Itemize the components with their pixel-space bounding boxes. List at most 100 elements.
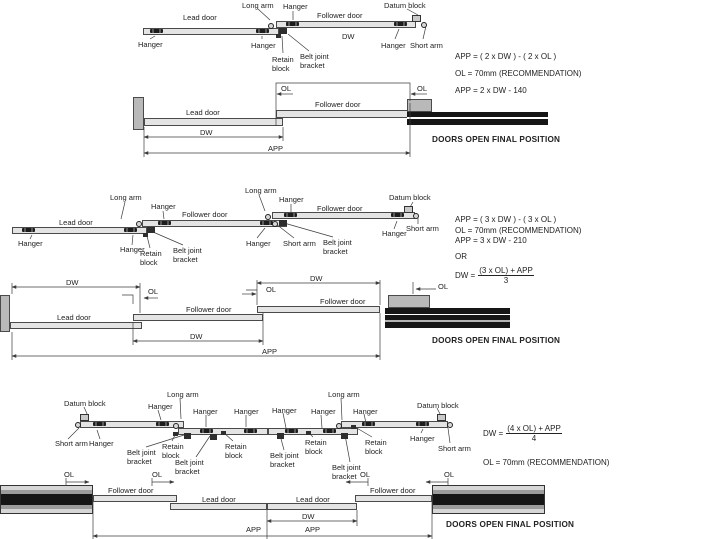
short-arm-symbol	[447, 422, 453, 428]
fraction-denominator: 3	[503, 276, 509, 285]
hanger-symbol	[284, 213, 297, 217]
formula-ol-3: OL = 70mm (RECOMMENDATION)	[483, 458, 610, 467]
label-dw: DW	[342, 32, 355, 41]
track	[0, 485, 93, 514]
hanger-symbol	[22, 228, 35, 232]
fraction-denominator: 4	[531, 434, 537, 443]
label-datum-block: Datum block	[417, 401, 459, 410]
follower-door-bar-open	[133, 314, 263, 321]
label-retain-block: Retain block	[365, 438, 387, 456]
hanger-symbol	[150, 29, 163, 33]
wall-block	[388, 295, 430, 308]
formula-ol-1: OL = 70mm (RECOMMENDATION)	[455, 69, 582, 78]
hanger-symbol	[394, 22, 407, 26]
label-hanger: Hanger	[148, 402, 173, 411]
label-short-arm: Short arm	[410, 41, 443, 50]
label-hanger: Hanger	[272, 406, 297, 415]
fraction-numerator: (3 x OL) + APP	[478, 266, 534, 276]
lead-door-bar-open	[267, 503, 357, 510]
label-ol: OL	[281, 84, 292, 93]
follower-door-bar	[341, 421, 448, 428]
hanger-symbol	[416, 422, 429, 426]
hanger-symbol	[244, 429, 257, 433]
label-belt-joint-bracket: Belt joint bracket	[332, 463, 361, 481]
belt-joint-bracket-symbol	[147, 227, 155, 233]
label-follower-door: Follower door	[317, 204, 363, 213]
label-lead-door: Lead door	[296, 495, 330, 504]
hanger-symbol	[93, 422, 106, 426]
retain-block-symbol	[276, 34, 281, 38]
label-short-arm: Short arm	[283, 239, 316, 248]
label-retain-block: Retain block	[272, 55, 294, 73]
long-arm-symbol	[336, 423, 342, 429]
doors-open-final-position-label: DOORS OPEN FINAL POSITION	[432, 135, 561, 144]
label-retain-block: Retain block	[225, 442, 247, 460]
formula-or: OR	[455, 252, 467, 261]
label-hanger: Hanger	[18, 239, 43, 248]
label-dw: DW	[302, 512, 315, 521]
label-belt-joint-bracket: Belt joint bracket	[173, 246, 202, 264]
wall-block	[133, 97, 144, 130]
label-datum-block: Datum block	[389, 193, 431, 202]
label-ol: OL	[148, 287, 159, 296]
label-hanger: Hanger	[89, 439, 114, 448]
label-hanger: Hanger	[246, 239, 271, 248]
label-dw: DW	[200, 128, 213, 137]
label-hanger: Hanger	[311, 407, 336, 416]
label-ol: OL	[152, 470, 163, 479]
belt-joint-bracket-symbol	[279, 220, 287, 226]
belt-joint-bracket-symbol	[277, 433, 284, 439]
label-hanger: Hanger	[138, 40, 163, 49]
label-follower-door: Follower door	[320, 297, 366, 306]
formula-dw-fraction: DW = (3 x OL) + APP 3	[455, 266, 534, 285]
label-retain-block: Retain block	[305, 438, 327, 456]
label-hanger: Hanger	[193, 407, 218, 416]
label-long-arm: Long arm	[328, 390, 360, 399]
follower-door-bar-open	[355, 495, 432, 502]
label-hanger: Hanger	[283, 2, 308, 11]
datum-block-symbol	[80, 414, 89, 421]
hanger-symbol	[362, 422, 375, 426]
label-hanger: Hanger	[382, 229, 407, 238]
formula-dw-fraction: DW = (4 x OL) + APP 4	[483, 424, 562, 443]
short-arm-symbol	[413, 213, 419, 219]
formula-ol-2: OL = 70mm (RECOMMENDATION)	[455, 226, 582, 235]
label-hanger: Hanger	[151, 202, 176, 211]
label-lead-door: Lead door	[57, 313, 91, 322]
label-follower-door: Follower door	[315, 100, 361, 109]
formula-app-2: APP = ( 3 x DW ) - ( 3 x OL )	[455, 215, 557, 224]
hanger-symbol	[200, 429, 213, 433]
retain-block-symbol	[306, 431, 311, 435]
label-long-arm: Long arm	[167, 390, 199, 399]
label-hanger: Hanger	[381, 41, 406, 50]
label-app: APP	[246, 525, 262, 534]
label-app: APP	[262, 347, 278, 356]
label-dw: DW	[66, 278, 79, 287]
label-hanger: Hanger	[279, 195, 304, 204]
label-follower-door: Follower door	[186, 305, 232, 314]
label-dw: DW	[310, 274, 323, 283]
section3-lines	[65, 397, 451, 539]
label-follower-door: Follower door	[370, 486, 416, 495]
doors-open-final-position-label: DOORS OPEN FINAL POSITION	[432, 336, 561, 345]
label-belt-joint-bracket: Belt joint bracket	[175, 458, 204, 476]
hanger-symbol	[285, 429, 298, 433]
fraction: (4 x OL) + APP 4	[506, 424, 562, 443]
retain-block-symbol	[351, 425, 356, 429]
lead-door-bar-open	[10, 322, 142, 329]
long-arm-symbol	[268, 23, 274, 29]
long-arm-symbol	[136, 221, 142, 227]
label-belt-joint-bracket: Belt joint bracket	[300, 52, 329, 70]
hanger-symbol	[124, 228, 137, 232]
track	[407, 112, 548, 125]
label-lead-door: Lead door	[183, 13, 217, 22]
formula-dw-prefix: DW =	[455, 271, 476, 280]
label-hanger: Hanger	[120, 245, 145, 254]
label-follower-door: Follower door	[108, 486, 154, 495]
lead-door-bar-open	[144, 118, 283, 126]
formula-dw-prefix: DW =	[483, 429, 504, 438]
retain-block-symbol	[221, 431, 226, 435]
label-hanger: Hanger	[353, 407, 378, 416]
label-app: APP	[268, 144, 284, 153]
label-follower-door: Follower door	[317, 11, 363, 20]
